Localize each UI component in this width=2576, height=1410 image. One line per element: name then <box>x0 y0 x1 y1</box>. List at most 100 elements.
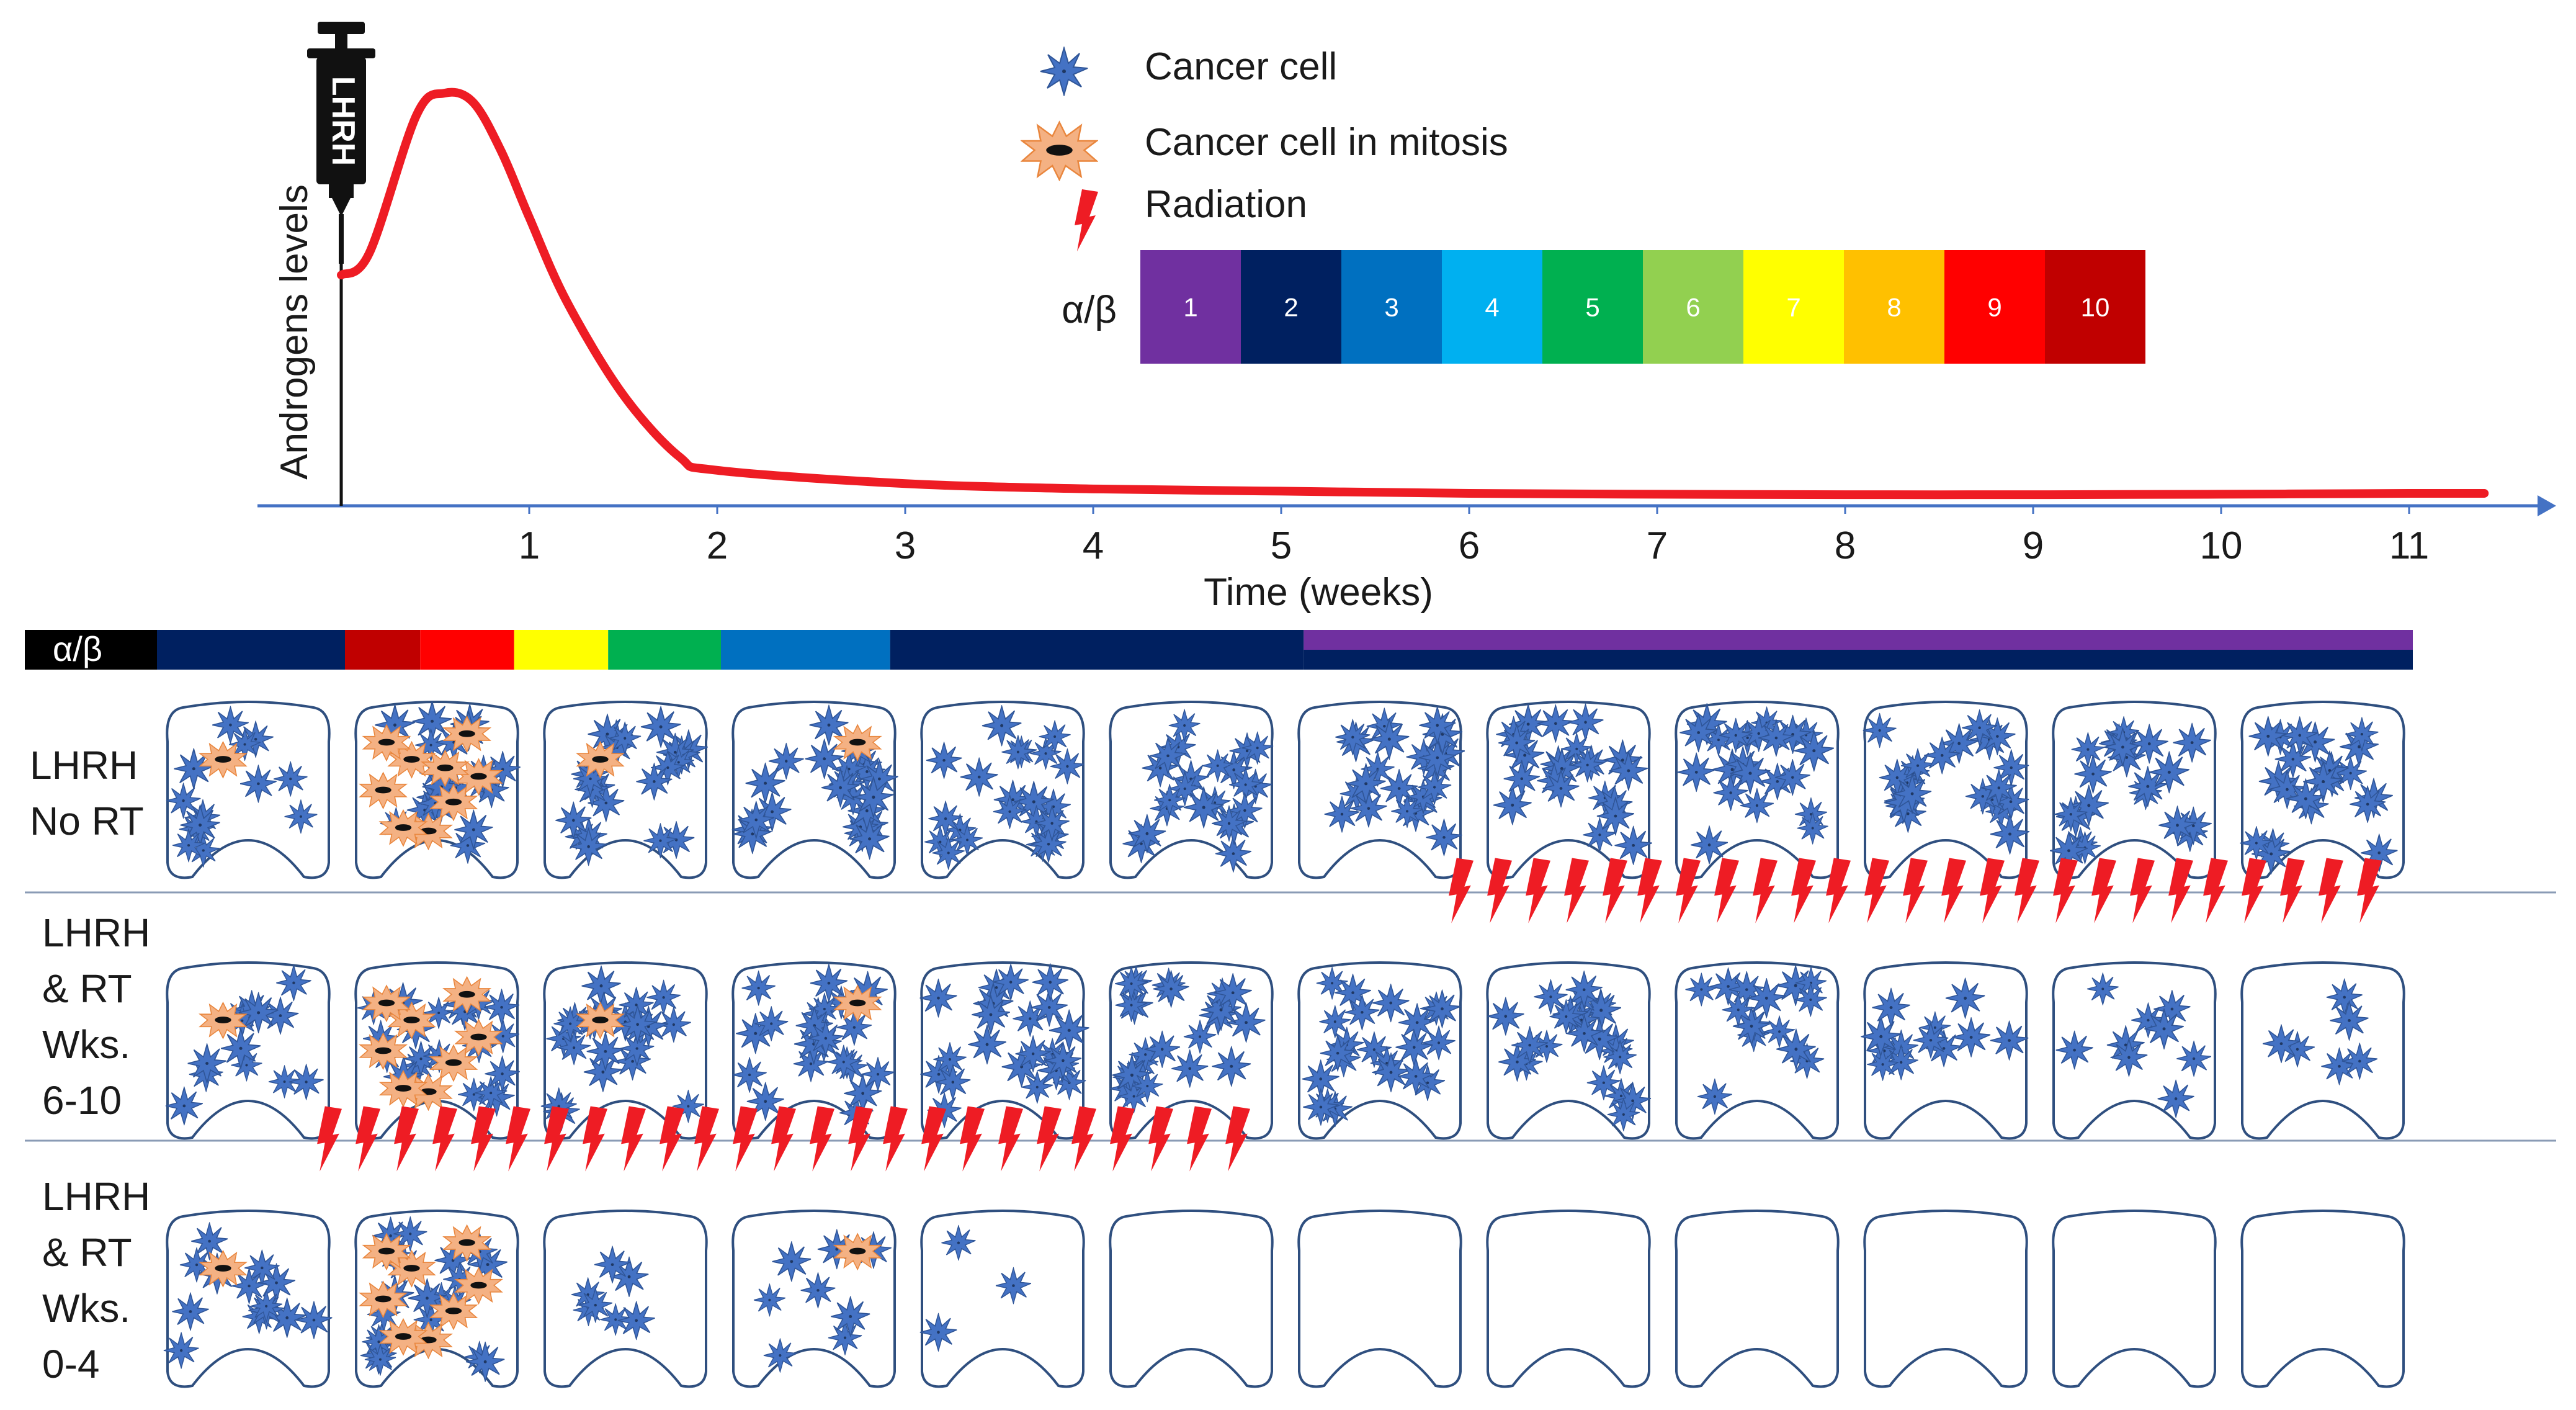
prostate-outline <box>2240 1210 2405 1388</box>
prostate-gland <box>1863 701 2030 879</box>
radiation-bolt <box>432 1106 457 1172</box>
radiation-bolt <box>1980 858 2005 923</box>
radiation-bolt <box>1714 858 1739 923</box>
alpha-beta-swatch-1 <box>1140 250 1241 364</box>
row-label-line: 0-4 <box>42 1342 100 1386</box>
row-label-line: Wks. <box>42 1286 130 1331</box>
prostate-gland <box>165 961 331 1140</box>
alpha-beta-swatch-number: 1 <box>1183 293 1197 322</box>
radiation-bolt <box>1187 1106 1212 1172</box>
prostate-gland <box>731 961 897 1140</box>
row-label-line: LHRH <box>42 910 150 955</box>
prostate-gland <box>543 701 709 879</box>
prostate-gland <box>2240 1210 2405 1388</box>
y-axis-label: Androgens levels <box>273 184 316 480</box>
x-tick-label: 6 <box>1459 524 1480 567</box>
legend-cancer-cell-icon <box>1040 47 1088 96</box>
alpha-beta-swatch-number: 2 <box>1284 293 1298 322</box>
prostate-outline <box>1297 701 1462 879</box>
radiation-bolt <box>1791 858 1816 923</box>
prostate-gland <box>1486 961 1652 1140</box>
alpha-beta-swatch-5 <box>1542 250 1643 364</box>
x-tick-labels: 1 2 3 4 5 6 7 8 9 10 11 <box>519 506 2429 567</box>
timeline-segment <box>514 630 609 670</box>
prostate-gland <box>1297 1210 1462 1388</box>
radiation-bolt <box>2357 858 2382 923</box>
prostate-outline <box>1297 1210 1462 1388</box>
legend-radiation-icon <box>1075 189 1098 251</box>
alpha-beta-scale-label: α/β <box>1062 289 1117 331</box>
row-label: LHRH & RT Wks. 0-4 <box>42 1174 150 1386</box>
prostate-outline <box>2052 1210 2217 1388</box>
alpha-beta-swatch-number: 5 <box>1585 293 1599 322</box>
prostate-gland <box>1860 961 2029 1140</box>
prostate-gland <box>163 1210 333 1388</box>
legend-radiation-label: Radiation <box>1145 183 1307 226</box>
timeline-bar-label-box <box>25 630 157 670</box>
alpha-beta-swatch-number: 9 <box>1987 293 2001 322</box>
row-label-line: No RT <box>30 799 144 843</box>
alpha-beta-swatch-number: 10 <box>2081 293 2110 322</box>
prostate-outline <box>1109 1210 1274 1388</box>
alpha-beta-swatch-number: 4 <box>1485 293 1499 322</box>
prostate-gland <box>354 1210 519 1388</box>
prostate-outline <box>2240 961 2405 1140</box>
alpha-beta-swatch-number: 3 <box>1384 293 1398 322</box>
treatment-row-3: LHRH & RT Wks. 0-4 <box>42 1106 2405 1388</box>
x-tick-label: 7 <box>1647 524 1668 567</box>
alpha-beta-swatch-8 <box>1844 250 1944 364</box>
prostate-gland <box>543 1210 708 1388</box>
x-tick-label: 8 <box>1835 524 1856 567</box>
x-tick-label: 1 <box>519 524 540 567</box>
prostate-gland <box>2052 961 2217 1140</box>
prostate-gland <box>1109 701 1274 879</box>
radiation-bolt <box>2319 858 2343 923</box>
radiation-bolt <box>1941 858 1966 923</box>
alpha-beta-swatch-4 <box>1442 250 1542 364</box>
alpha-beta-timeline-bar: α/β <box>25 629 2413 670</box>
timeline-segment <box>1304 630 2413 650</box>
legend: Cancer cell Cancer cell in mitosis Radia… <box>1021 45 1508 251</box>
alpha-beta-swatch-7 <box>1743 250 1844 364</box>
alpha-beta-swatches: 1 2 3 4 5 6 7 8 9 10 <box>1140 250 2145 364</box>
timeline-segment <box>420 630 514 670</box>
alpha-beta-swatch-3 <box>1341 250 1442 364</box>
timeline-segment <box>721 630 890 670</box>
treatment-rows: LHRH No RT LHRH & RT Wks. 6-10 LHRH & RT Wks. 0-4 <box>30 701 2405 1388</box>
radiation-bolt <box>2280 858 2305 923</box>
x-tick-label: 5 <box>1271 524 1292 567</box>
prostate-gland <box>1109 961 1274 1140</box>
x-tick-label: 10 <box>2200 524 2243 567</box>
timeline-segment <box>157 630 345 670</box>
row-label-line: LHRH <box>30 743 138 788</box>
legend-mitosis-label: Cancer cell in mitosis <box>1145 121 1508 164</box>
timeline-segment <box>345 630 421 670</box>
lhrh-syringe-icon: LHRH <box>307 22 375 264</box>
alpha-beta-swatch-6 <box>1643 250 1743 364</box>
prostate-gland <box>354 701 521 879</box>
prostate-gland <box>2049 701 2217 879</box>
prostate-outline <box>1675 1210 1840 1388</box>
row-label-line: Wks. <box>42 1022 130 1067</box>
prostate-gland <box>2240 961 2405 1140</box>
legend-cancer-cell-label: Cancer cell <box>1145 45 1337 88</box>
prostate-gland <box>2239 701 2405 879</box>
prostate-gland <box>1297 701 1465 879</box>
prostate-gland <box>1297 961 1462 1140</box>
treatment-row-2: LHRH & RT Wks. 6-10 <box>42 858 2405 1140</box>
timeline-segment <box>890 630 1304 670</box>
radiation-bolt <box>1526 858 1550 923</box>
prostate-gland <box>354 961 521 1140</box>
radiation-bolt <box>1564 858 1589 923</box>
radiation-bolt <box>621 1106 646 1172</box>
legend-mitosis-icon <box>1021 121 1098 181</box>
row-label-line: & RT <box>42 966 132 1011</box>
prostate-gland <box>540 961 708 1140</box>
alpha-beta-swatch-number: 6 <box>1686 293 1700 322</box>
alpha-beta-swatch-10 <box>2045 250 2145 364</box>
row-label-line: & RT <box>42 1230 132 1275</box>
x-axis-label: Time (weeks) <box>1204 571 1433 614</box>
row-label-line: 6-10 <box>42 1078 122 1123</box>
radiation-bolt <box>1753 858 1778 923</box>
